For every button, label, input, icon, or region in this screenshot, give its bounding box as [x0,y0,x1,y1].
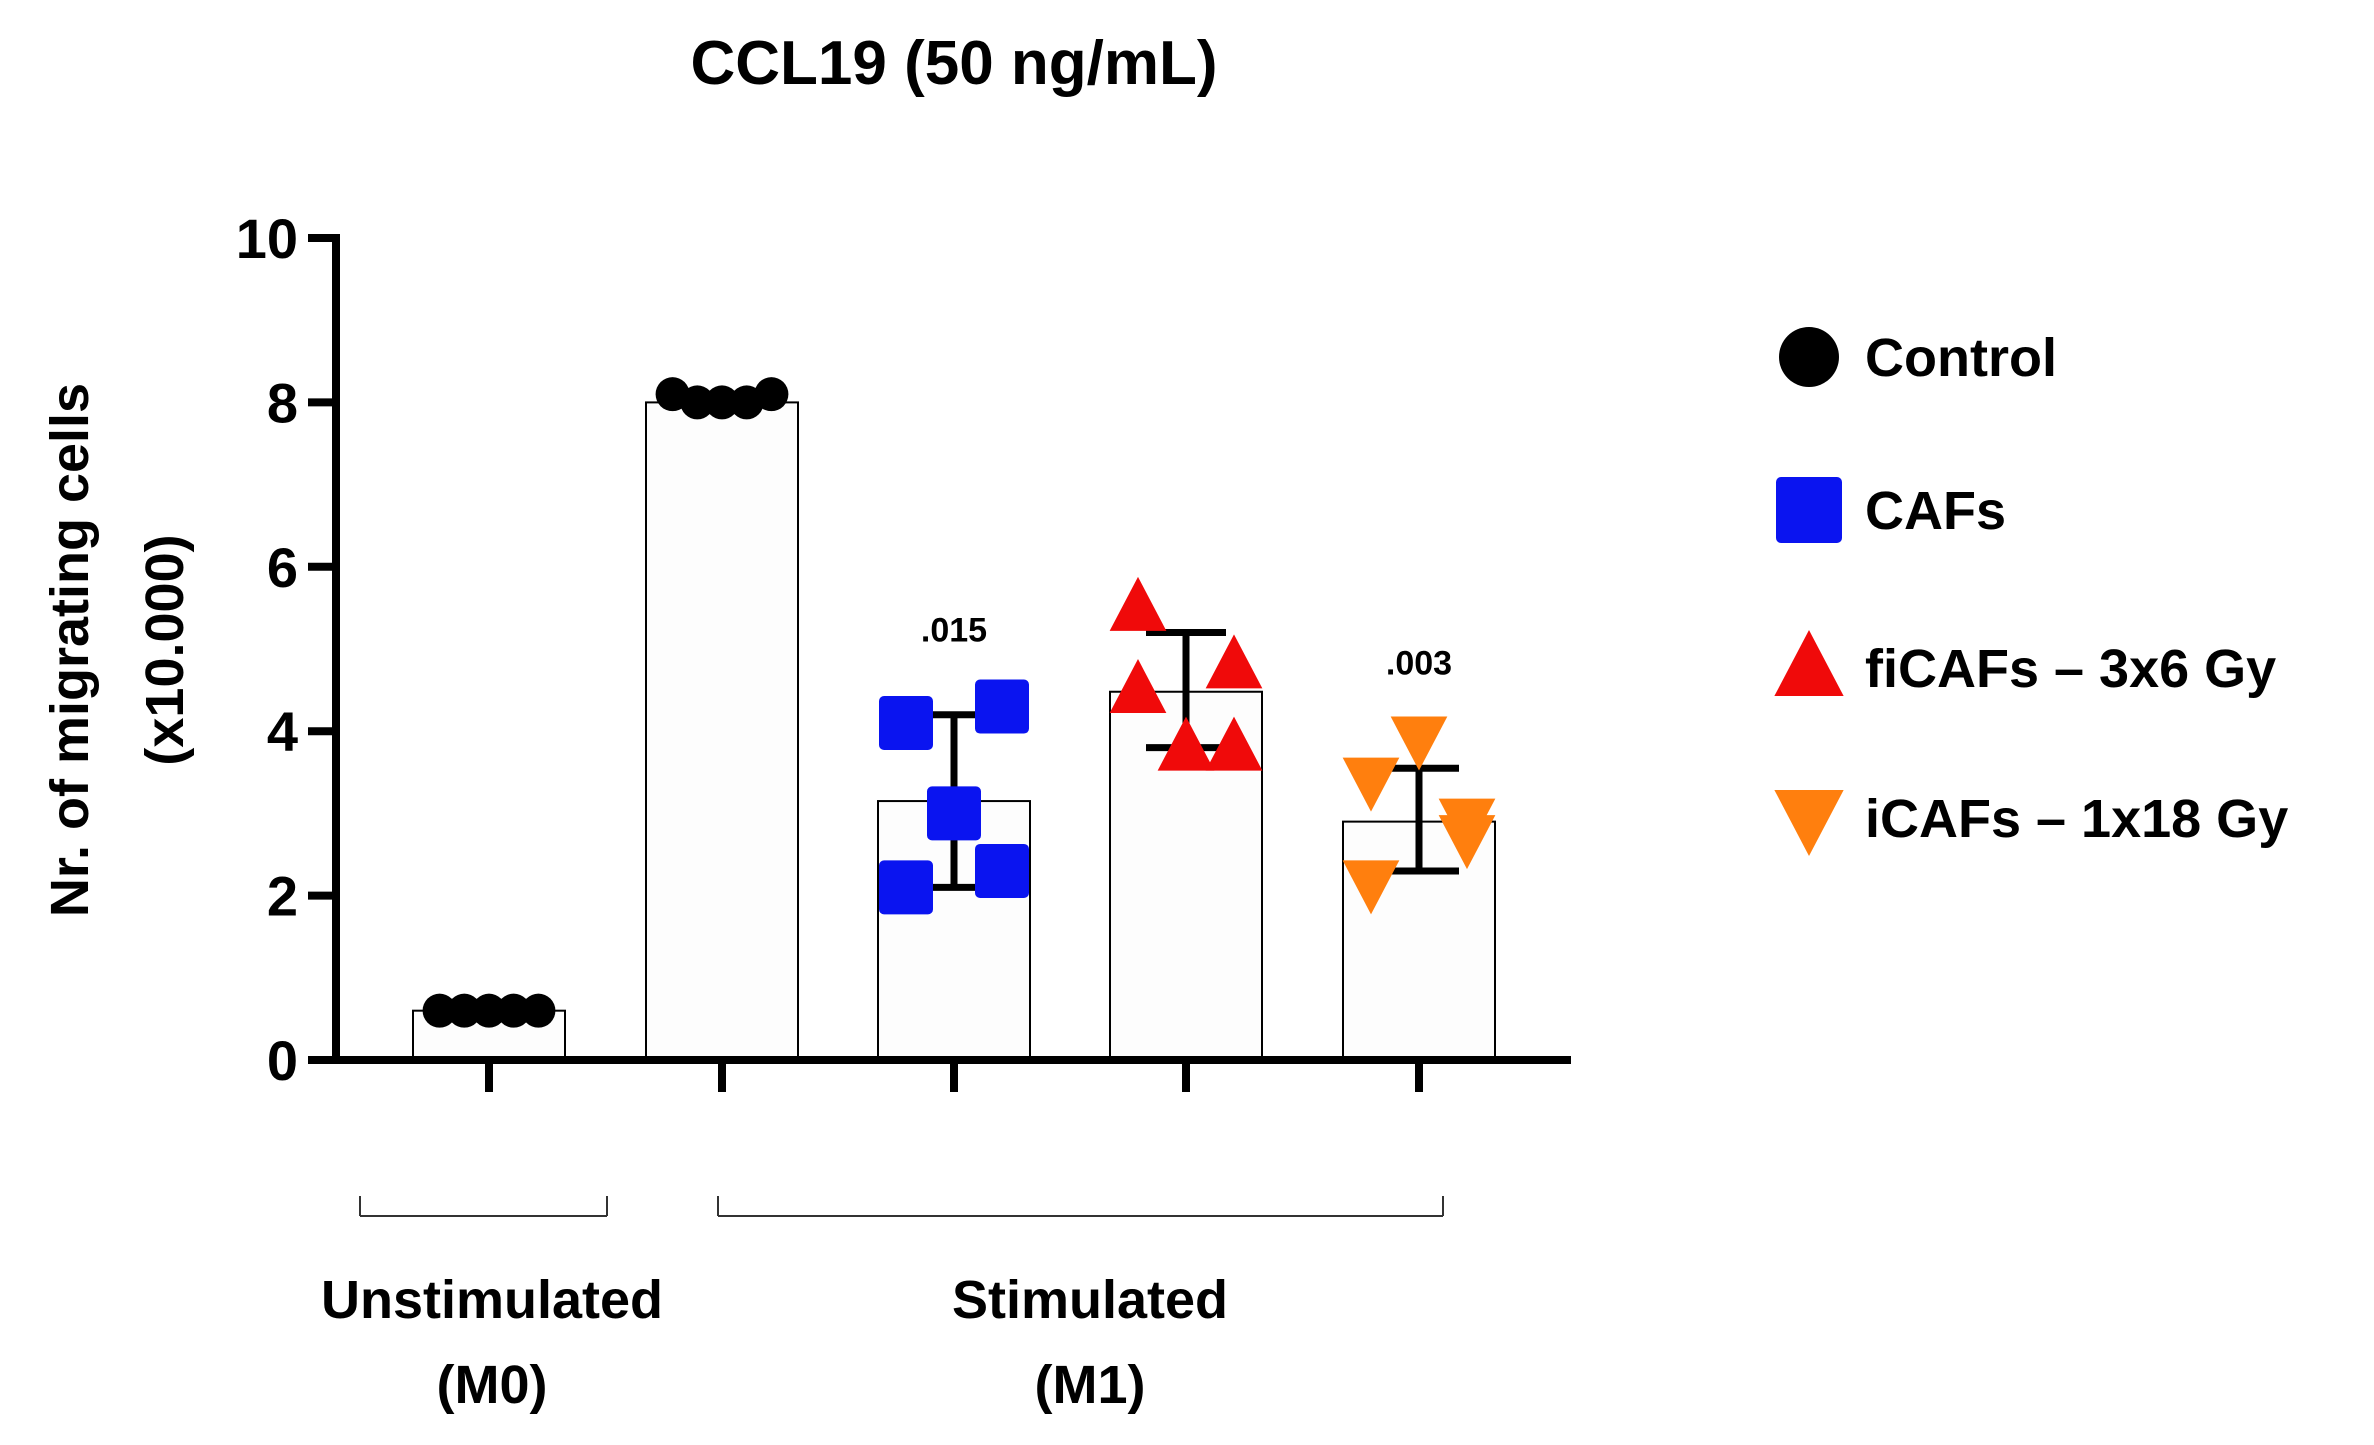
p-value-label: .003 [1386,644,1452,682]
data-point [1342,757,1400,812]
group-label-unstimulated: Unstimulated [321,1270,663,1330]
bar [645,401,799,1061]
data-point [927,786,981,841]
group-labels: Unstimulated (M0) Stimulated (M1) [321,1196,1444,1415]
data-point [975,679,1029,734]
group-label-stimulated: Stimulated [952,1270,1228,1330]
data-point [680,385,715,420]
y-tick-label: 6 [267,536,298,599]
chart-title: CCL19 (50 ng/mL) [690,29,1217,98]
y-axis-label-line2: (x10.000) [135,534,195,765]
y-tick-label: 8 [267,371,298,434]
data-point [1205,634,1263,689]
data-point [1342,860,1400,915]
p-value-label: .015 [921,612,987,650]
data-point [521,993,556,1028]
group-label-stimulated-sub: (M1) [1035,1355,1146,1415]
data-point [705,385,739,420]
data-point [1205,716,1263,771]
legend-marker-circle [1779,327,1839,387]
data-point [1157,716,1215,771]
y-tick-label: 10 [236,207,298,270]
data-point [1109,659,1167,714]
y-tick-label: 4 [267,700,298,763]
legend-label: iCAFs – 1x18 Gy [1865,789,2288,849]
legend-label: CAFs [1865,481,2006,541]
data-point [496,993,531,1028]
legend-label: Control [1865,328,2057,388]
data-point [879,860,933,915]
legend-marker-triangle-up [1774,630,1844,697]
y-axis: 0 2 4 6 8 10 [236,207,336,1092]
data-point [879,695,933,750]
y-tick-label: 2 [267,865,298,928]
data-point [447,993,482,1028]
legend-marker-triangle-down [1774,789,1844,856]
data-point [422,993,457,1028]
y-tick-label: 0 [267,1029,298,1092]
data-point [975,843,1029,898]
data-point [1109,576,1167,631]
data-point [472,993,506,1028]
legend-marker-square [1776,477,1842,543]
data-point [1438,798,1496,853]
y-axis-label-line1: Nr. of migrating cells [40,383,100,917]
legend-label: fiCAFs – 3x6 Gy [1865,639,2276,699]
group-label-unstimulated-sub: (M0) [437,1355,548,1415]
plot-area: .015 .003 [332,234,1571,1092]
data-point [754,377,789,412]
data-point [1390,716,1448,771]
legend: Control CAFs fiCAFs – 3x6 Gy iCAFs – 1x18 G… [1774,327,2288,856]
